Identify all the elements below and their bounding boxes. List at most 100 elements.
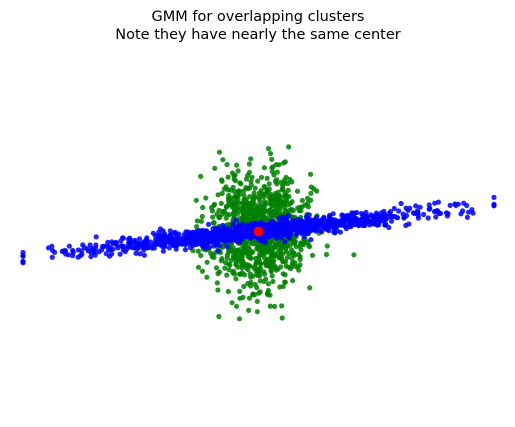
- scatter-point: [225, 195, 231, 201]
- scatter-point: [265, 281, 271, 287]
- scatter-point: [219, 190, 225, 196]
- scatter-point: [262, 203, 268, 209]
- scatter-point: [268, 254, 274, 260]
- scatter-point: [253, 259, 259, 266]
- scatter-point: [361, 218, 367, 224]
- scatter-point: [291, 238, 297, 244]
- scatter-point: [301, 239, 307, 245]
- scatter-point: [248, 182, 254, 188]
- scatter-point: [261, 165, 267, 171]
- scatter-point: [304, 195, 311, 201]
- scatter-point: [460, 208, 466, 214]
- scatter-point: [232, 226, 238, 232]
- scatter-point: [170, 242, 177, 249]
- scatter-point: [246, 161, 252, 167]
- scatter-point: [213, 265, 219, 271]
- scatter-point: [289, 206, 295, 212]
- scatter-point: [226, 235, 232, 242]
- scatter-point: [267, 150, 274, 157]
- scatter-point: [183, 229, 189, 235]
- scatter-point: [275, 249, 281, 255]
- scatter-point: [306, 223, 312, 229]
- scatter-point: [141, 252, 147, 258]
- scatter-point: [210, 252, 216, 258]
- scatter-point: [215, 248, 221, 254]
- scatter-point: [447, 202, 453, 208]
- scatter-point: [212, 165, 218, 171]
- scatter-point: [251, 216, 257, 222]
- scatter-point: [308, 171, 314, 177]
- scatter-point: [231, 271, 238, 277]
- scatter-point: [232, 178, 238, 184]
- scatter-point: [49, 243, 55, 249]
- scatter-point: [250, 273, 256, 279]
- scatter-point: [246, 169, 253, 175]
- scatter-point: [247, 239, 253, 245]
- scatter-point: [413, 203, 419, 209]
- scatter-point: [103, 251, 109, 257]
- scatter-point: [231, 212, 237, 218]
- scatter-point: [199, 213, 205, 220]
- scatter-point: [269, 247, 275, 253]
- scatter-point: [321, 214, 327, 220]
- scatter-point: [247, 194, 253, 200]
- scatter-point: [351, 252, 357, 258]
- scatter-point: [279, 315, 285, 321]
- scatter-point: [248, 156, 254, 162]
- scatter-point: [279, 303, 285, 309]
- scatter-point: [369, 218, 375, 224]
- scatter-point: [101, 243, 107, 249]
- scatter-point: [257, 273, 263, 279]
- scatter-point: [251, 190, 257, 196]
- scatter-point: [200, 235, 206, 242]
- scatter-point: [243, 185, 249, 191]
- scatter-point: [395, 215, 401, 221]
- scatter-point: [280, 185, 286, 192]
- scatter-point: [258, 222, 264, 228]
- scatter-point: [272, 253, 278, 259]
- scatter-point: [406, 221, 412, 227]
- plot-area: [20, 144, 497, 322]
- scatter-point: [286, 202, 292, 208]
- scatter-point: [269, 165, 275, 171]
- scatter-point: [284, 226, 290, 232]
- scatter-point: [167, 228, 173, 234]
- scatter-point: [386, 211, 392, 217]
- scatter-point: [184, 239, 190, 245]
- scatter-point: [234, 303, 240, 309]
- scatter-point: [169, 235, 175, 241]
- scatter-point: [20, 253, 26, 259]
- scatter-point: [304, 217, 310, 223]
- scatter-point: [250, 292, 256, 298]
- scatter-point: [267, 195, 273, 201]
- scatter-point: [198, 252, 204, 259]
- scatter-point: [306, 212, 312, 218]
- scatter-point: [194, 224, 200, 230]
- scatter-point: [349, 210, 355, 216]
- scatter-point: [166, 238, 172, 244]
- scatter-point: [237, 271, 244, 277]
- scatter-point: [443, 210, 449, 216]
- scatter-point: [226, 201, 232, 207]
- scatter-point: [269, 211, 275, 218]
- scatter-point: [282, 222, 288, 228]
- scatter-point: [210, 243, 216, 249]
- scatter-point: [81, 244, 87, 250]
- scatter-point: [254, 298, 260, 304]
- scatter-point: [247, 206, 253, 212]
- scatter-point: [368, 212, 374, 218]
- scatter-point: [282, 279, 288, 285]
- scatter-point: [258, 193, 264, 199]
- scatter-point: [256, 237, 262, 243]
- scatter-point: [281, 177, 288, 183]
- scatter-point: [249, 174, 255, 180]
- scatter-point: [236, 188, 242, 194]
- cluster-center-marker: [253, 226, 264, 237]
- scatter-point: [294, 188, 301, 194]
- scatter-point: [427, 205, 433, 211]
- scatter-point: [403, 213, 410, 219]
- scatter-point: [237, 239, 243, 245]
- scatter-point: [272, 208, 278, 214]
- scatter-point: [238, 233, 245, 239]
- scatter-point: [241, 192, 247, 198]
